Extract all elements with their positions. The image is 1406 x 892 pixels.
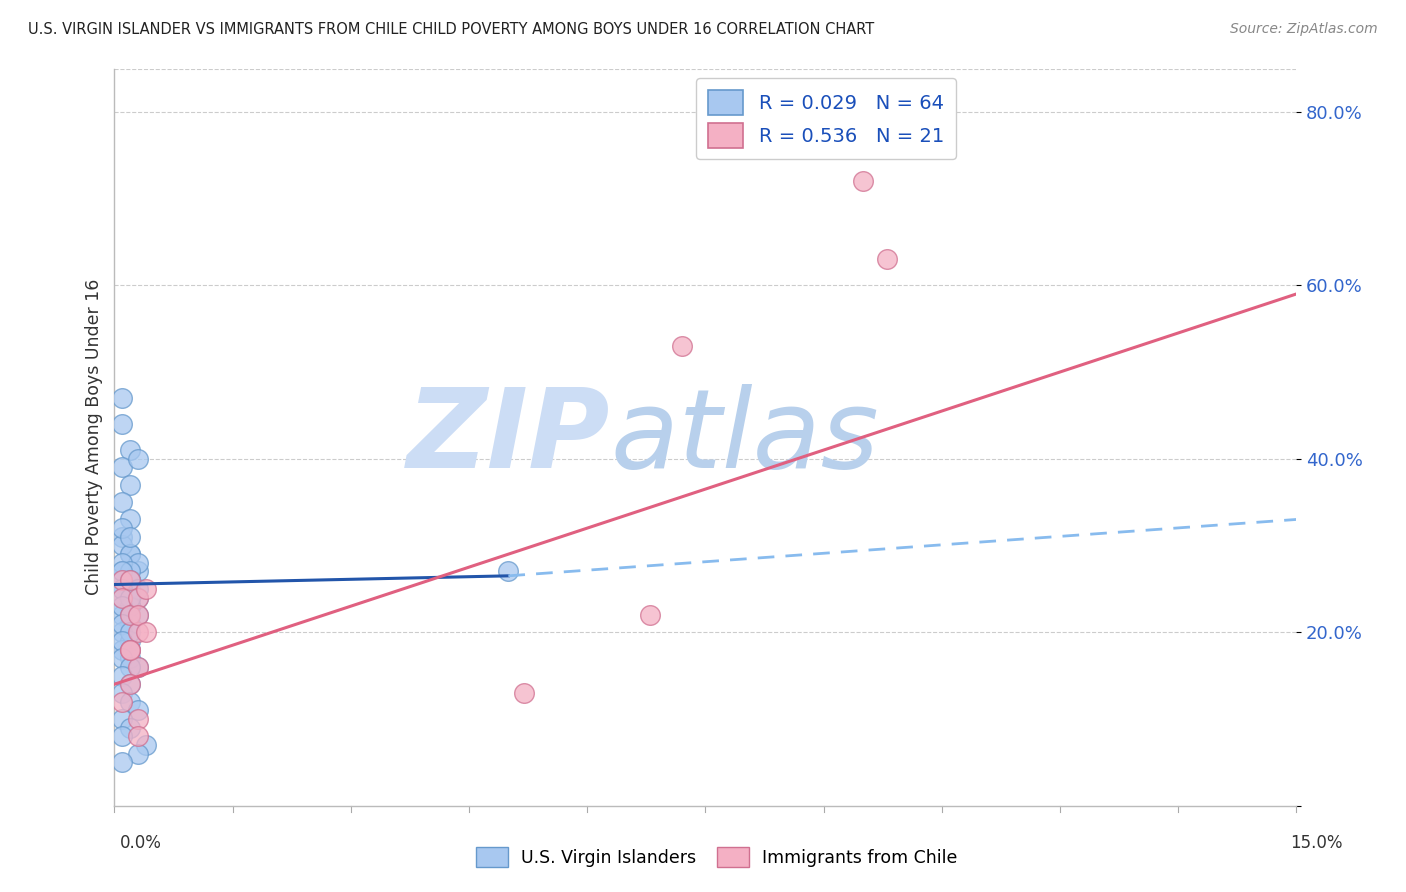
Point <box>127 747 149 761</box>
Point <box>111 573 134 587</box>
Point <box>120 573 142 587</box>
Point <box>120 607 142 622</box>
Point <box>120 565 142 579</box>
Point <box>111 573 134 587</box>
Point <box>111 417 134 431</box>
Point <box>127 703 149 717</box>
Point <box>120 599 142 614</box>
Point <box>111 616 134 631</box>
Point <box>127 565 149 579</box>
Point <box>120 721 142 735</box>
Point <box>135 738 157 752</box>
Point <box>876 252 898 267</box>
Point <box>120 607 142 622</box>
Point <box>671 339 693 353</box>
Text: Source: ZipAtlas.com: Source: ZipAtlas.com <box>1230 22 1378 37</box>
Point <box>120 625 142 640</box>
Point <box>120 477 142 491</box>
Point <box>127 625 149 640</box>
Point <box>111 633 134 648</box>
Point <box>120 512 142 526</box>
Text: 15.0%: 15.0% <box>1291 834 1343 852</box>
Point <box>120 591 142 605</box>
Point <box>120 591 142 605</box>
Point <box>513 686 536 700</box>
Text: 0.0%: 0.0% <box>120 834 162 852</box>
Point <box>120 677 142 691</box>
Point <box>111 591 134 605</box>
Point <box>127 712 149 726</box>
Point <box>120 677 142 691</box>
Point <box>111 539 134 553</box>
Point <box>111 521 134 535</box>
Point <box>127 451 149 466</box>
Point <box>120 633 142 648</box>
Point <box>120 642 142 657</box>
Y-axis label: Child Poverty Among Boys Under 16: Child Poverty Among Boys Under 16 <box>86 279 103 595</box>
Point <box>120 582 142 596</box>
Legend: U.S. Virgin Islanders, Immigrants from Chile: U.S. Virgin Islanders, Immigrants from C… <box>470 840 965 874</box>
Point <box>135 625 157 640</box>
Point <box>120 599 142 614</box>
Point <box>111 495 134 509</box>
Point <box>127 582 149 596</box>
Text: ZIP: ZIP <box>408 384 610 491</box>
Point <box>852 174 875 188</box>
Point <box>120 530 142 544</box>
Point <box>111 460 134 475</box>
Point <box>120 642 142 657</box>
Text: U.S. VIRGIN ISLANDER VS IMMIGRANTS FROM CHILE CHILD POVERTY AMONG BOYS UNDER 16 : U.S. VIRGIN ISLANDER VS IMMIGRANTS FROM … <box>28 22 875 37</box>
Point <box>120 582 142 596</box>
Point <box>111 729 134 743</box>
Point <box>111 695 134 709</box>
Point <box>111 599 134 614</box>
Point <box>120 695 142 709</box>
Point <box>111 565 134 579</box>
Point <box>111 642 134 657</box>
Point <box>111 556 134 570</box>
Point <box>111 651 134 665</box>
Text: atlas: atlas <box>610 384 879 491</box>
Point <box>127 556 149 570</box>
Point <box>111 573 134 587</box>
Point <box>111 686 134 700</box>
Point <box>111 756 134 770</box>
Point <box>120 573 142 587</box>
Point <box>120 599 142 614</box>
Point <box>127 607 149 622</box>
Point <box>120 573 142 587</box>
Point <box>111 391 134 405</box>
Point <box>127 591 149 605</box>
Point <box>127 660 149 674</box>
Point <box>135 582 157 596</box>
Point <box>120 660 142 674</box>
Point <box>120 651 142 665</box>
Point <box>111 668 134 682</box>
Point <box>127 591 149 605</box>
Point <box>120 547 142 561</box>
Point <box>111 591 134 605</box>
Point <box>111 607 134 622</box>
Point <box>127 729 149 743</box>
Point <box>127 607 149 622</box>
Point <box>120 616 142 631</box>
Point <box>111 565 134 579</box>
Point <box>127 660 149 674</box>
Point <box>111 625 134 640</box>
Point <box>120 443 142 458</box>
Point <box>111 712 134 726</box>
Point <box>638 607 661 622</box>
Point <box>111 582 134 596</box>
Point <box>111 582 134 596</box>
Legend: R = 0.029   N = 64, R = 0.536   N = 21: R = 0.029 N = 64, R = 0.536 N = 21 <box>696 78 956 160</box>
Point <box>111 530 134 544</box>
Point <box>120 642 142 657</box>
Point <box>120 547 142 561</box>
Point <box>498 565 520 579</box>
